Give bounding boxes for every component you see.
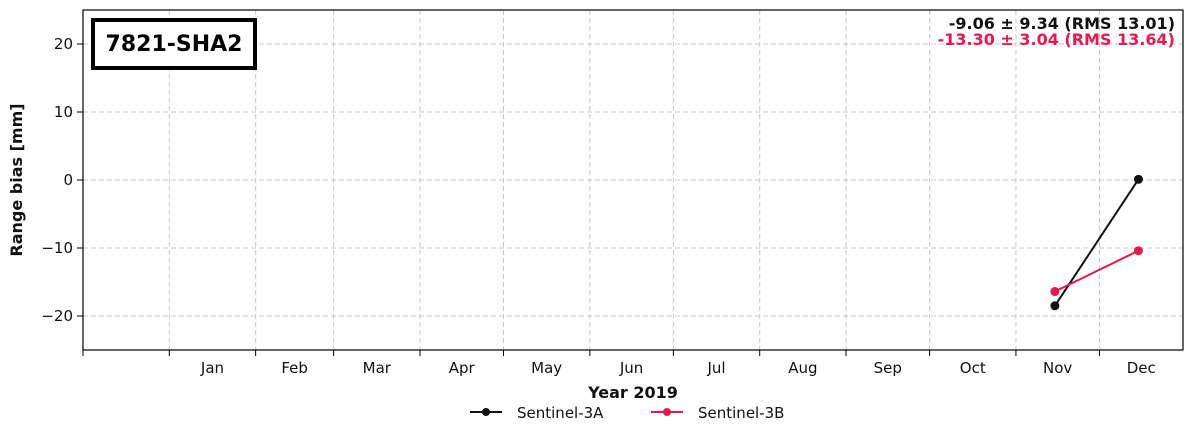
x-tick-label: May: [531, 359, 562, 377]
y-tick-label: 0: [63, 171, 73, 189]
data-point-sentinel-3b: [1133, 246, 1143, 256]
y-tick-label: 10: [54, 103, 73, 121]
x-tick-label: Aug: [788, 359, 817, 377]
station-label-box: 7821-SHA2: [91, 18, 257, 70]
stats-sentinel-3b: -13.30 ± 3.04 (RMS 13.64): [938, 30, 1175, 49]
y-axis-title: Range bias [mm]: [7, 103, 26, 256]
x-tick-label: Mar: [363, 359, 392, 377]
x-tick-label: Nov: [1043, 359, 1072, 377]
axis-ticks: Jan Feb Mar Apr May Jun Jul Aug Sep Oct Nov Dec −20 −…: [41, 35, 1155, 377]
y-tick-label: 20: [54, 35, 73, 53]
legend-label-sentinel-3a: Sentinel-3A: [517, 404, 604, 422]
series-layer: [1050, 174, 1143, 311]
x-axis-title: Year 2019: [587, 383, 678, 402]
data-point-sentinel-3b: [1050, 287, 1060, 297]
plot-frame: [82, 9, 1184, 351]
legend-item-sentinel-3b: Sentinel-3B: [651, 404, 784, 422]
x-tick-label: Jul: [706, 359, 725, 377]
x-tick-label: Sep: [874, 359, 902, 377]
legend: Sentinel-3A Sentinel-3B: [470, 404, 784, 422]
data-point-sentinel-3a: [1050, 301, 1060, 311]
x-tick-label: Oct: [960, 359, 986, 377]
x-tick-label: Jun: [619, 359, 643, 377]
y-tick-label: −10: [41, 239, 73, 257]
x-tick-label: Jan: [200, 359, 224, 377]
stats-sentinel-3a: -9.06 ± 9.34 (RMS 13.01): [949, 14, 1175, 33]
y-tick-label: −20: [41, 307, 73, 325]
x-tick-label: Apr: [449, 359, 476, 377]
station-label: 7821-SHA2: [106, 32, 243, 57]
legend-label-sentinel-3b: Sentinel-3B: [698, 404, 784, 422]
x-tick-label: Feb: [281, 359, 308, 377]
data-point-sentinel-3a: [1133, 174, 1143, 184]
series-line-sentinel-3b: [1054, 249, 1139, 293]
x-tick-label: Dec: [1127, 359, 1156, 377]
legend-item-sentinel-3a: Sentinel-3A: [470, 404, 604, 422]
